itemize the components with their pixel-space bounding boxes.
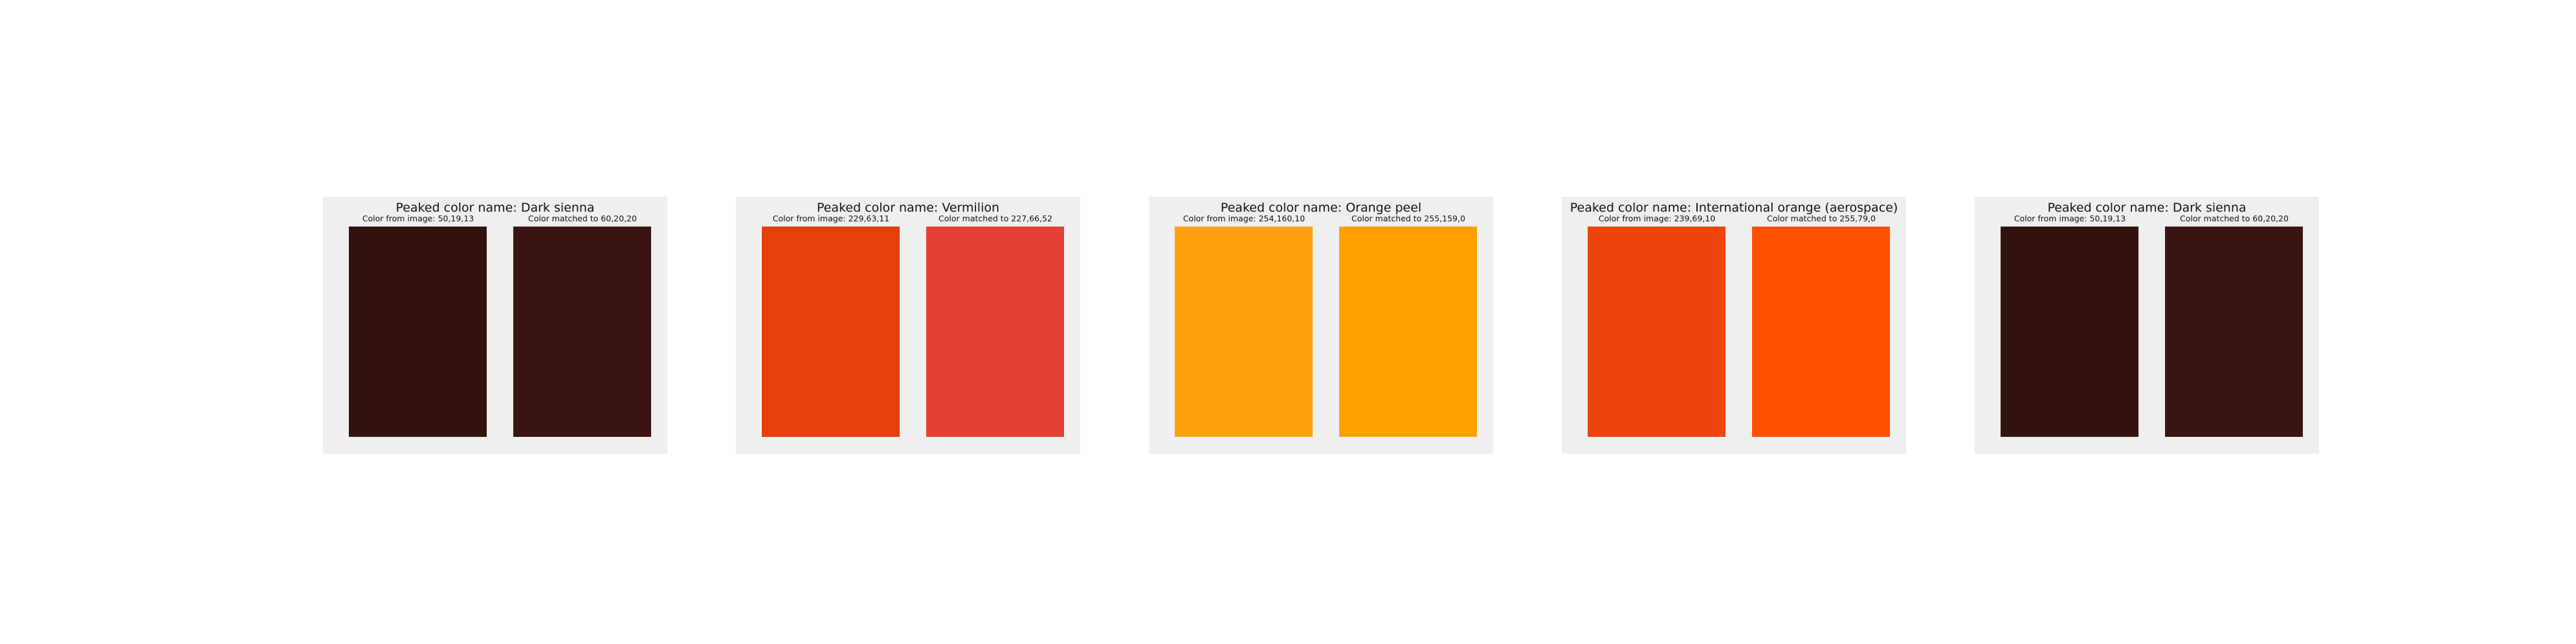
from-image-swatch	[1588, 227, 1726, 437]
matched-color-swatch	[1752, 227, 1890, 437]
color-panel-3: Peaked color name: Orange peel Color fro…	[1149, 197, 1493, 454]
from-image-swatch	[1175, 227, 1313, 437]
panel-title: Peaked color name: International orange …	[1570, 201, 1898, 215]
from-image-swatch	[762, 227, 900, 437]
from-image-label: Color from image: 239,69,10	[1598, 214, 1716, 223]
color-panel-5: Peaked color name: Dark sienna Color fro…	[1975, 197, 2319, 454]
matched-color-label: Color matched to 227,66,52	[938, 214, 1052, 223]
panel-title: Peaked color name: Dark sienna	[395, 201, 595, 215]
matched-color-label: Color matched to 60,20,20	[528, 214, 637, 223]
matched-color-swatch	[2165, 227, 2303, 437]
from-image-swatch	[2001, 227, 2138, 437]
color-panel-4: Peaked color name: International orange …	[1562, 197, 1906, 454]
color-panel-2: Peaked color name: Vermilion Color from …	[736, 197, 1080, 454]
panel-title: Peaked color name: Orange peel	[1220, 201, 1422, 215]
panel-title: Peaked color name: Vermilion	[816, 201, 1000, 215]
panel-title: Peaked color name: Dark sienna	[2047, 201, 2247, 215]
matched-color-swatch	[1339, 227, 1477, 437]
from-image-label: Color from image: 50,19,13	[362, 214, 474, 223]
matched-color-swatch	[513, 227, 651, 437]
matched-color-label: Color matched to 60,20,20	[2180, 214, 2289, 223]
matched-color-label: Color matched to 255,159,0	[1351, 214, 1465, 223]
matched-color-label: Color matched to 255,79,0	[1767, 214, 1876, 223]
from-image-label: Color from image: 229,63,11	[772, 214, 890, 223]
from-image-swatch	[349, 227, 487, 437]
from-image-label: Color from image: 50,19,13	[2014, 214, 2126, 223]
from-image-label: Color from image: 254,160,10	[1183, 214, 1305, 223]
color-panel-1: Peaked color name: Dark sienna Color fro…	[323, 197, 667, 454]
matched-color-swatch	[926, 227, 1064, 437]
